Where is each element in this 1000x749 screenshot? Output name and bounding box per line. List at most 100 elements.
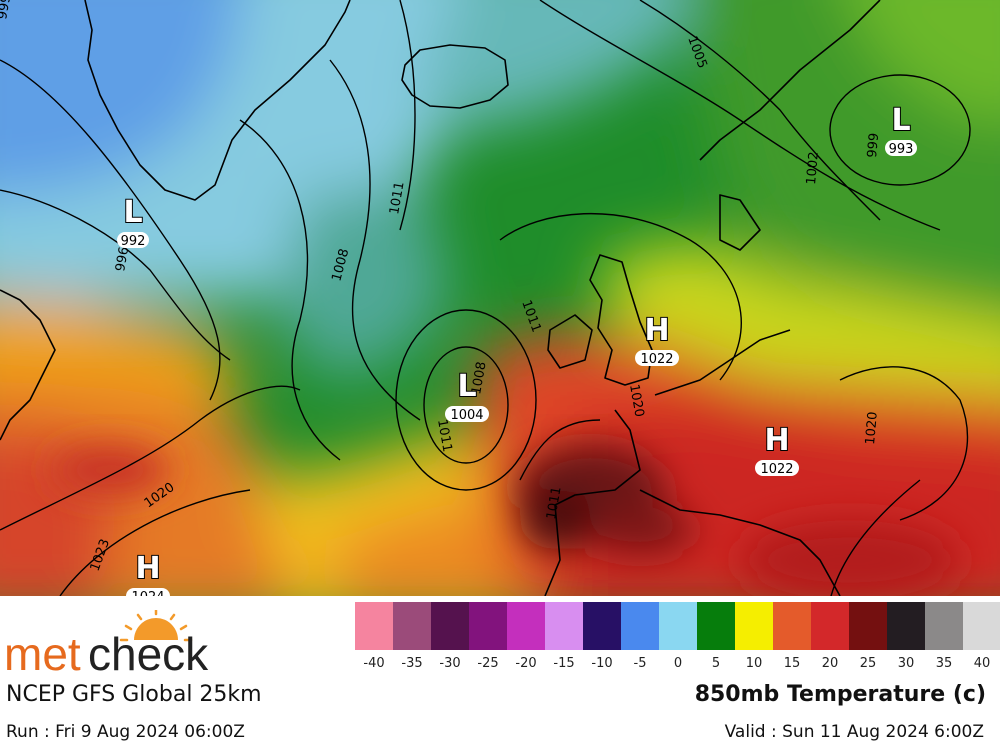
map-canvas: 999 996 1011 1008 1005 1002 999 1011 100… [0,0,1000,596]
continental-europe-coastline [544,329,841,596]
isobar-label: 1011 [434,418,455,453]
color-scale-tick-label: -25 [477,656,499,671]
metcheck-logo: met check [4,608,244,680]
color-scale-swatch [887,602,925,650]
color-scale-swatch [735,602,773,650]
temperature-color-scale: -40 -35 -30 -25 -20 -15 -10 -5 0 5 10 15 20 25 30 35 40 [355,602,1000,674]
iceland-coastline [401,44,509,109]
pressure-value-label: 992 [121,234,146,249]
pressure-value-label: 1024 [131,590,164,596]
isobar-low-1004 [423,346,509,464]
coastlines [0,0,881,596]
pressure-system: H 1024 [126,550,170,596]
pressure-value-label: 1022 [760,462,793,477]
isobar-line [0,385,301,531]
temperature-map: 999 996 1011 1008 1005 1002 999 1011 100… [0,0,1000,596]
isobar-label: 1020 [863,411,881,445]
pressure-system: L 1004 [445,368,489,423]
color-scale-swatch [963,602,1000,650]
color-scale-swatch [545,602,583,650]
color-scale-tick-label: -35 [401,656,423,671]
temperature-field [0,0,1000,596]
isobar-label: 999 [865,132,882,158]
pressure-type-label: H [135,551,160,586]
color-scale-tick-label: 25 [859,656,877,671]
color-scale-tick-label: -30 [439,656,461,671]
color-scale-swatch [355,602,393,650]
color-scale-tick-label: 20 [821,656,839,671]
pressure-system: L 992 [117,194,149,249]
great-britain-coastline [589,254,653,386]
isobar-line [839,366,969,521]
color-scale-tick-label: 5 [711,656,721,671]
isobar-low-993 [829,74,971,186]
isobar-line [0,189,231,361]
color-scale-tick-label: -20 [515,656,537,671]
color-scale-tick-label: 30 [897,656,915,671]
pressure-type-label: L [123,195,142,230]
isobar-label: 1002 [804,151,822,185]
color-scale-tick-label: -5 [633,656,647,671]
color-scale-tick-label: 40 [973,656,991,671]
isobar-label: 1011 [387,180,408,215]
pressure-type-label: L [891,103,910,138]
run-time: Run : Fri 9 Aug 2024 06:00Z [6,722,245,742]
color-scale-swatch [621,602,659,650]
color-scale-swatch [773,602,811,650]
north-america-coastline [0,289,56,441]
color-scale-swatches [355,602,1000,650]
color-scale-swatch [697,602,735,650]
sun-icon [119,608,193,642]
isobar-line [519,419,601,481]
color-scale-ticks: -40 -35 -30 -25 -20 -15 -10 -5 0 5 10 15 20 25 30 35 40 [355,656,1000,674]
isobar-label: 1008 [469,360,490,395]
isobar-line [59,489,251,596]
isobar-line [395,309,537,491]
model-name: NCEP GFS Global 25km [6,682,262,707]
isobars [0,0,971,596]
isobar-label: 996 [113,246,132,273]
isobar-line [639,0,881,221]
pressure-value-label: 1004 [450,408,483,423]
logo-text-check: check [88,628,209,680]
color-scale-tick-label: 10 [745,656,763,671]
isobar-label: 1020 [626,383,647,418]
isobar-line [499,212,742,381]
color-scale-tick-label: -40 [363,656,385,671]
isobar-label: 1011 [544,485,565,520]
isobar-line [239,119,341,461]
color-scale-swatch [431,602,469,650]
pressure-system: H 1022 [635,312,679,367]
color-scale-swatch [849,602,887,650]
isobar-line [329,59,421,421]
valid-time: Valid : Sun 11 Aug 2024 6:00Z [724,722,984,742]
color-scale-swatch [659,602,697,650]
color-scale-swatch [469,602,507,650]
pressure-system: L 993 [885,102,917,157]
pressure-type-label: L [457,369,476,404]
isobar-line [830,479,921,596]
isobar-line [399,0,416,231]
scandinavia-coastline [699,0,881,251]
color-scale-swatch [507,602,545,650]
parameter-title: 850mb Temperature (c) [694,682,986,707]
pressure-type-label: H [764,423,789,458]
color-scale-swatch [393,602,431,650]
greenland-coastline [84,0,351,201]
color-scale-swatch [583,602,621,650]
isobar-label: 999 [0,0,14,21]
logo-text-met: met [4,628,81,680]
ireland-coastline [547,314,593,369]
color-scale-swatch [925,602,963,650]
color-scale-tick-label: -10 [591,656,613,671]
color-scale-tick-label: 15 [783,656,801,671]
color-scale-tick-label: 0 [673,656,683,671]
pressure-system: H 1022 [755,422,799,477]
pressure-type-label: H [644,313,669,348]
isobar-line [539,0,941,231]
color-scale-swatch [811,602,849,650]
pressure-value-label: 1022 [640,352,673,367]
color-scale-tick-label: -15 [553,656,575,671]
isobar-line [0,59,221,401]
